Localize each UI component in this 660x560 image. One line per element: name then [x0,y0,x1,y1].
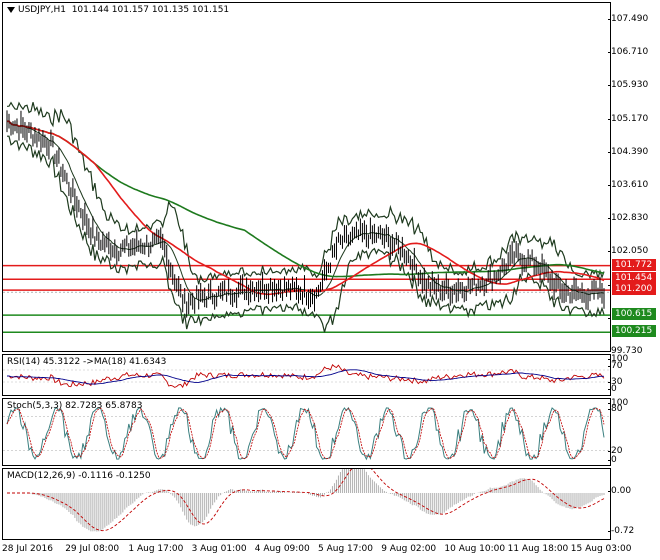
macd-signal-line [7,469,605,532]
collapse-triangle-icon[interactable] [7,6,15,13]
level-label: 100.615 [612,308,656,321]
stoch-tick: 20 [607,446,623,456]
level-label: 101.772 [612,258,656,271]
stoch-pane[interactable]: Stoch(5,3,3) 82.7283 65.8783 [2,398,611,466]
time-tick: 4 Aug 09:00 [254,544,310,554]
symbol-name: USDJPY,H1 [18,5,66,15]
rsi-tick: 70 [607,361,623,371]
time-tick: 1 Aug 17:00 [128,544,184,554]
price-chart-canvas [3,101,610,333]
rsi-line [7,364,605,389]
time-tick: 10 Aug 10:00 [444,544,506,554]
ohlc-values: 101.144 101.157 101.135 101.151 [71,5,230,15]
bollinger-middle-line [6,120,605,301]
macd-label: MACD(12,26,9) -0.1116 -0.1250 [7,471,151,481]
fast-ma-line [6,120,605,296]
price-chart-pane[interactable]: USDJPY,H1 101.144 101.157 101.135 101.15… [2,2,611,352]
time-tick: 9 Aug 02:00 [381,544,437,554]
rsi-canvas [3,364,610,389]
rsi-tick: 0 [608,384,617,394]
time-tick: 11 Aug 18:00 [507,544,569,554]
rsi-axis: 100 70 30 0 [607,354,660,396]
macd-tick: 0.00 [607,486,632,496]
price-tick: 99.730 [608,346,643,356]
stoch-axis: 100 80 20 0 [607,398,660,466]
price-tick: 105.930 [607,80,649,91]
time-tick: 3 Aug 01:00 [191,544,247,554]
rsi-label: RSI(14) 45.3122 ->MA(18) 41.6343 [7,357,167,367]
macd-pane[interactable]: MACD(12,26,9) -0.1116 -0.1250 [2,468,611,540]
level-label: 101.454 [612,272,656,285]
time-tick: 29 Jul 08:00 [65,544,120,554]
price-tick: 106.710 [607,47,649,58]
stoch-main-line [6,406,605,461]
symbol-header: USDJPY,H1 101.144 101.157 101.135 101.15… [7,5,229,15]
level-label: 101.200 [612,283,656,296]
macd-axis: 0.00 -0.72 [607,468,660,540]
stoch-canvas [3,406,610,461]
macd-canvas [7,469,605,532]
price-tick: 105.170 [607,113,649,124]
time-tick: 15 Aug 03:00 [570,544,632,554]
price-tick: 107.490 [607,14,649,24]
stoch-label: Stoch(5,3,3) 82.7283 65.8783 [7,401,143,411]
price-tick: 102.050 [607,246,649,257]
price-tick: 103.610 [607,180,649,190]
time-tick: 28 Jul 2016 [2,544,53,554]
macd-tick: -0.72 [607,526,635,536]
price-tick: 104.390 [607,146,649,157]
price-axis: 107.490 106.710 105.930 105.170 104.390 103.6… [607,2,660,356]
rsi-tick: 30 [607,377,623,387]
rsi-tick: 100 [607,354,629,364]
stoch-tick: 100 [607,398,629,408]
rsi-ma-line [7,369,605,385]
stoch-signal-line [6,407,605,460]
bollinger-lower-line [7,135,605,333]
stoch-tick: 80 [607,404,623,414]
time-tick: 5 Aug 17:00 [318,544,373,554]
price-tick: 102.830 [607,213,649,224]
level-label: 100.215 [612,325,656,338]
stoch-tick: 0 [608,455,617,465]
rsi-pane[interactable]: RSI(14) 45.3122 ->MA(18) 41.6343 [2,354,611,396]
time-axis: 28 Jul 2016 29 Jul 08:00 1 Aug 17:00 3 Aug … [2,540,631,560]
